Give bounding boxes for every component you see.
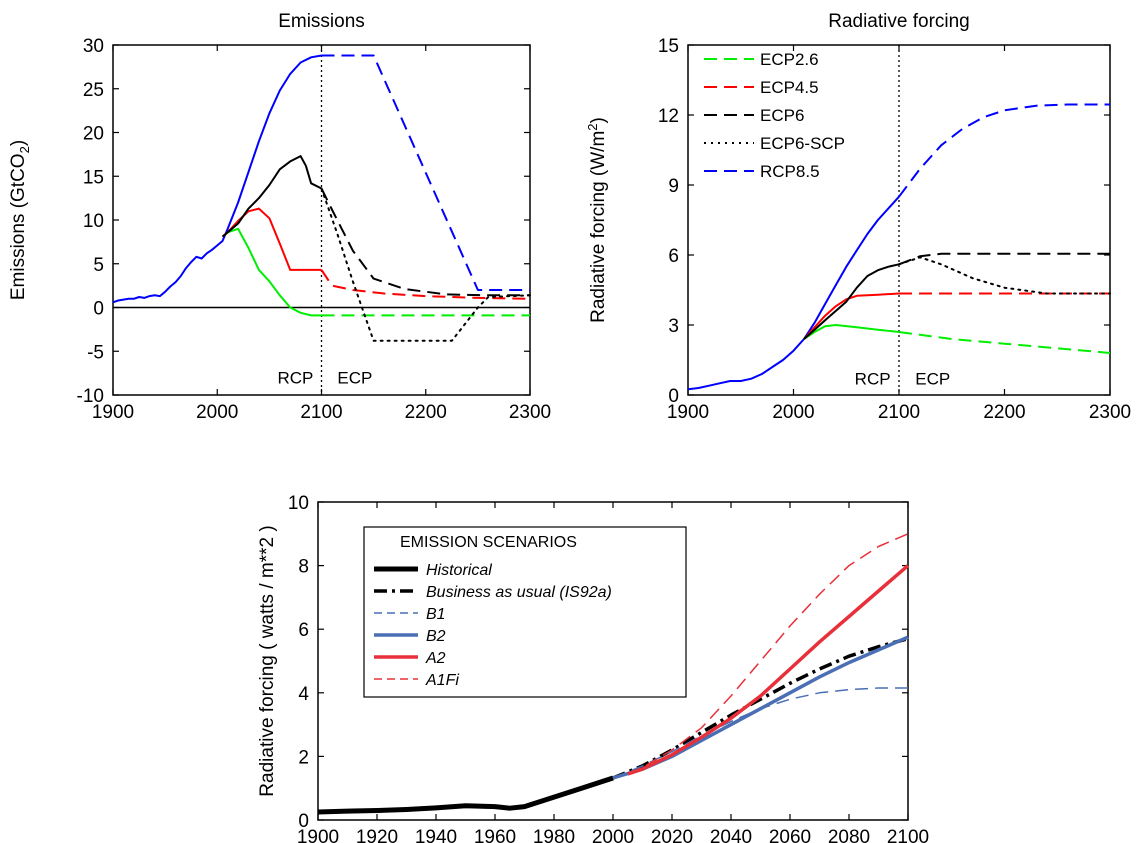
x-tick-label: 1920 [356, 827, 398, 843]
legend-label: Business as usual (IS92a) [426, 584, 612, 601]
series-line [320, 269, 531, 300]
chart-title: Emissions [278, 11, 365, 32]
y-tick-label: 10 [288, 493, 309, 514]
series-line [221, 155, 322, 238]
x-tick-label: 2200 [405, 402, 447, 423]
x-tick-label: 2300 [1089, 402, 1131, 423]
y-tick-label: 15 [83, 167, 104, 188]
y-tick-label: 6 [668, 246, 679, 267]
x-tick-label: 2000 [772, 402, 814, 423]
series-line-historical [317, 775, 614, 815]
annotation-ecp: ECP [915, 370, 950, 389]
x-tick-label: 2000 [196, 402, 238, 423]
series-line [221, 227, 322, 317]
y-tick-label: 20 [83, 124, 104, 145]
series-line [221, 207, 322, 271]
series-line [898, 103, 1110, 198]
y-tick-label: 25 [83, 80, 104, 101]
y-tick-label: 0 [93, 299, 104, 320]
x-tick-label: 1940 [415, 827, 457, 843]
series-line [898, 256, 1111, 295]
x-tick-label: 2000 [592, 827, 634, 843]
y-tick-label: 10 [83, 211, 104, 232]
x-tick-label: 1960 [474, 827, 516, 843]
series-line [321, 54, 530, 291]
x-tick-label: 1900 [92, 402, 134, 423]
y-tick-label: 6 [298, 620, 309, 641]
series-line [320, 188, 530, 297]
x-tick-label: 1900 [297, 827, 339, 843]
annotation-rcp: RCP [277, 369, 313, 388]
series-line [803, 324, 900, 340]
x-tick-label: 2300 [509, 402, 551, 423]
annotation-rcp: RCP [855, 370, 891, 389]
y-tick-label: 0 [298, 811, 309, 832]
legend-label: ECP6-SCP [760, 134, 845, 153]
chart-forcing: Radiative forcing 1900 2000 2100 2200 2300 0 3 6… [585, 11, 1131, 423]
y-axis-label: Emissions (GtCO2) [8, 140, 32, 300]
x-tick-label: 2100 [887, 827, 929, 843]
legend-title: EMISSION SCENARIOS [400, 534, 577, 551]
legend-label: ECP6 [760, 106, 804, 125]
legend-label: B1 [426, 606, 446, 623]
y-axis-label: Radiative forcing (W/m2) [585, 117, 609, 323]
x-tick-label: 2100 [300, 402, 342, 423]
y-tick-label: 12 [658, 106, 679, 127]
y-tick-label: 15 [658, 36, 679, 57]
y-tick-label: 3 [668, 316, 679, 337]
y-tick-label: -5 [87, 342, 104, 363]
legend-label: A2 [425, 650, 446, 667]
x-tick-label: 2040 [710, 827, 752, 843]
x-tick-label: 1980 [533, 827, 575, 843]
y-tick-label: 30 [83, 36, 104, 57]
legend-label: A1Fi [425, 672, 459, 689]
y-tick-label: 0 [668, 386, 679, 407]
series-line-a2 [627, 564, 910, 776]
y-tick-label: 9 [668, 176, 679, 197]
x-tick-label: 2060 [769, 827, 811, 843]
chart-scenarios: 1900 1920 1940 1960 1980 2000 2020 2040 2060 2080… [257, 493, 929, 843]
series-line [803, 263, 900, 340]
legend-label: B2 [426, 628, 446, 645]
legend-label: Historical [426, 562, 492, 579]
series-line [898, 331, 1111, 354]
y-tick-label: -10 [77, 386, 104, 407]
x-tick-label: 2100 [878, 402, 920, 423]
y-axis-label: Radiative forcing ( watts / m**2 ) [257, 525, 278, 796]
y-tick-label: 8 [298, 557, 309, 578]
y-tick-label: 5 [93, 255, 104, 276]
y-tick-label: 4 [298, 684, 309, 705]
x-tick-label: 2200 [983, 402, 1025, 423]
annotation-ecp: ECP [337, 369, 372, 388]
legend-label: ECP4.5 [760, 78, 819, 97]
legend-label: RCP8.5 [760, 162, 820, 181]
series-line [803, 292, 900, 340]
x-tick-label: 2020 [651, 827, 693, 843]
chart-title: Radiative forcing [828, 11, 970, 32]
x-tick-label: 2080 [828, 827, 870, 843]
chart-emissions: Emissions 1900 2000 2100 2200 2300 -10 -5 0 5 10 15… [8, 11, 551, 423]
series-line [687, 196, 900, 391]
legend-label: ECP2.6 [760, 50, 819, 69]
x-tick-label: 1900 [667, 402, 709, 423]
series-line [112, 54, 322, 304]
series-line [898, 252, 1110, 266]
series-line-business-as-usual-is92a- [612, 637, 909, 780]
series-line [320, 187, 531, 342]
legend-box [363, 526, 687, 698]
y-tick-label: 2 [298, 747, 309, 768]
